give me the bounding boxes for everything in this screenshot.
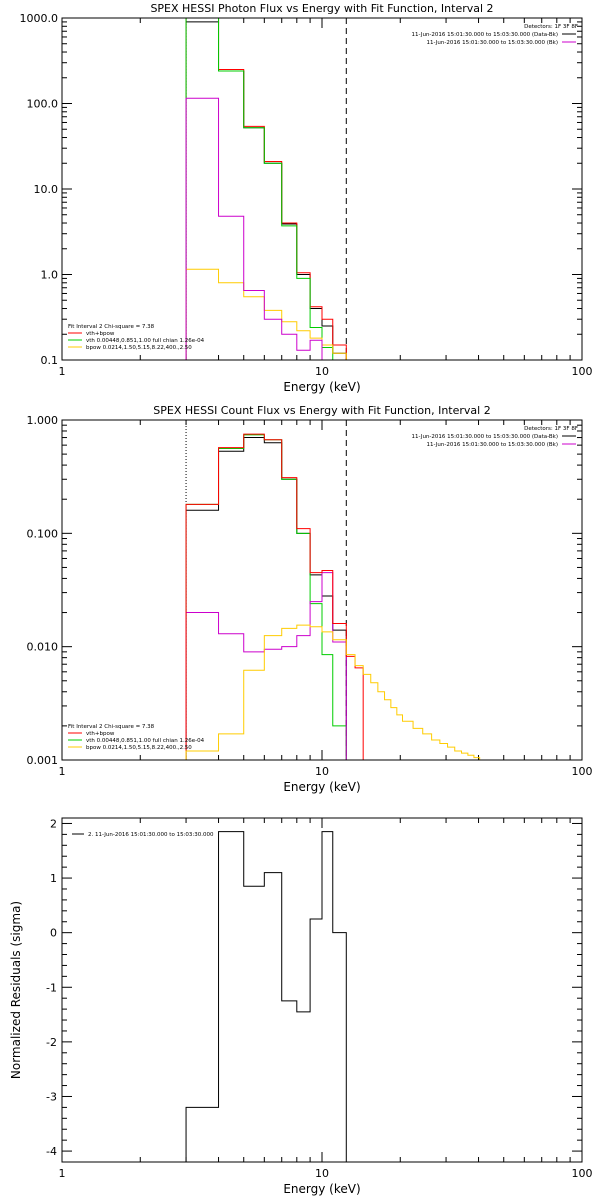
x-axis-label: Energy (keV) [283, 380, 360, 394]
y-tick-label: 1000.0 [20, 12, 59, 25]
legend-top-right: Detectors: 1F 3F 8F 11-Jun-2016 15:01:30.… [412, 24, 578, 46]
y-tick-label: 0.1 [41, 354, 59, 367]
plot-frame [61, 17, 583, 361]
x-tick-label: 100 [572, 365, 593, 378]
x-axis-label: Energy (keV) [283, 780, 360, 794]
y-tick-label: -1 [46, 981, 57, 994]
x-tick-label: 1 [59, 765, 66, 778]
chart-title: SPEX HESSI Photon Flux vs Energy with Fi… [150, 2, 493, 15]
count-flux-panel: SPEX HESSI Count Flux vs Energy with Fit… [27, 404, 593, 794]
legend: 2. 11-Jun-2016 15:01:30.000 to 15:03:30.… [72, 832, 214, 838]
y-tick-label: 1.0 [41, 269, 59, 282]
series-bk [185, 572, 347, 760]
plot-frame [61, 817, 583, 1163]
x-tick-label: 100 [572, 765, 593, 778]
series-group [185, 18, 347, 360]
series-vth-bpow [185, 18, 347, 360]
residuals-panel: 1 10 100 Energy (keV) -4 -3 -2 -1 0 1 2 Normalized … [9, 817, 593, 1196]
y-tick-label: 10.0 [34, 183, 59, 196]
legend-entry-label: 11-Jun-2016 15:01:30.000 to 15:03:30.000… [412, 32, 558, 38]
series-group [185, 831, 347, 1162]
y-tick-label: -2 [46, 1036, 57, 1049]
legend-header: Fit Interval 2 Chi-square = 7.38 [68, 324, 155, 330]
chart-title: SPEX HESSI Count Flux vs Energy with Fit… [153, 404, 490, 417]
y-tick-label: 1.000 [27, 414, 59, 427]
x-tick-label: 1 [59, 365, 66, 378]
y-tick-label: 2 [50, 817, 57, 830]
x-tick-label: 10 [315, 1167, 329, 1180]
legend-entry-label: 11-Jun-2016 15:01:30.000 to 15:03:30.000… [426, 442, 558, 448]
series-bk [185, 97, 347, 360]
y-tick-label: -4 [46, 1145, 57, 1158]
y-tick-label: -3 [46, 1090, 57, 1103]
x-tick-label: 100 [572, 1167, 593, 1180]
y-tick-label: 0.001 [27, 754, 59, 767]
legend-entry-label: 11-Jun-2016 15:01:30.000 to 15:03:30.000… [426, 40, 558, 46]
legend-top-right: Detectors: 1F 3F 8F 11-Jun-2016 15:01:30.… [412, 426, 578, 448]
series-group [185, 433, 486, 760]
y-tick-label: 1 [50, 872, 57, 885]
legend-entry-label: vth+bpow [86, 731, 115, 737]
y-tick-label: 0.010 [27, 641, 59, 654]
legend-entry-label: 11-Jun-2016 15:01:30.000 to 15:03:30.000… [412, 434, 558, 440]
y-tick-label: 0 [50, 927, 57, 940]
series-2-11-jun-2016-15-01-30-000-to-15-03-30-000 [185, 831, 347, 1162]
legend-bottom-left: Fit Interval 2 Chi-square = 7.38vth+bpow… [68, 724, 205, 751]
legend-entry-label: vth+bpow [86, 331, 115, 337]
y-axis-label: Normalized Residuals (sigma) [9, 901, 23, 1079]
legend-header: Detectors: 1F 3F 8F [524, 426, 578, 432]
x-axis-label: Energy (keV) [283, 1182, 360, 1196]
legend-header: Fit Interval 2 Chi-square = 7.38 [68, 724, 155, 730]
photon-flux-panel: SPEX HESSI Photon Flux vs Energy with Fi… [20, 2, 593, 394]
y-tick-label: 0.100 [27, 527, 59, 540]
series-bpow [185, 268, 347, 360]
x-tick-label: 1 [59, 1167, 66, 1180]
legend-entry-label: vth 0.00448,0.851,1.00 full chian 1.26e-… [86, 738, 205, 744]
series-vth [185, 434, 347, 760]
legend-entry-label: bpow 0.0214,1.50,5.15,8.22,400.,2.50 [86, 345, 192, 351]
y-tick-label: 100.0 [27, 98, 59, 111]
legend-entry-label: 2. 11-Jun-2016 15:01:30.000 to 15:03:30.… [88, 832, 214, 838]
plot-frame [61, 419, 583, 761]
series-vth-bpow [185, 433, 364, 760]
y-axis-ticks [62, 822, 582, 1152]
series-bpow [185, 624, 486, 760]
legend-entry-label: vth 0.00448,0.851,1.00 full chian 1.26e-… [86, 338, 205, 344]
x-axis-ticks [61, 420, 583, 760]
legend-bottom-left: Fit Interval 2 Chi-square = 7.38vth+bpow… [68, 324, 205, 351]
legend-header: Detectors: 1F 3F 8F [524, 24, 578, 30]
legend-entry-label: bpow 0.0214,1.50,5.15,8.22,400.,2.50 [86, 745, 192, 751]
x-tick-label: 10 [315, 765, 329, 778]
x-tick-label: 10 [315, 365, 329, 378]
